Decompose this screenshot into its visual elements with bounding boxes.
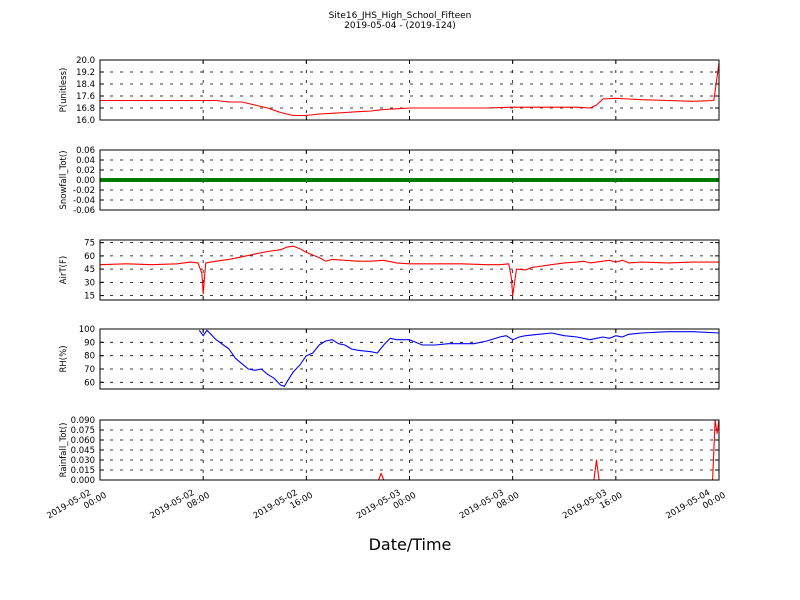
xtick-label: 2019-05-0216:00 — [252, 482, 315, 530]
panel-2-ytick-label: 30 — [84, 278, 95, 288]
xtick-label: 2019-05-0400:00 — [664, 482, 727, 530]
panel-4-ytick-label: 0.075 — [71, 426, 95, 436]
xtick-label: 2019-05-0308:00 — [458, 482, 521, 530]
panel-0-frame — [99, 59, 720, 121]
panel-3-ytick-label: 80 — [84, 352, 95, 362]
panel-1-ytick-label: 0.02 — [76, 166, 95, 176]
xtick-label: 2019-05-0200:00 — [45, 482, 108, 530]
panel-2-series-line — [99, 245, 719, 297]
panel-4-ytick-label: 0.060 — [71, 436, 95, 446]
panel-4-series-line — [100, 419, 720, 481]
panel-1-ytick-label: -0.06 — [73, 206, 95, 216]
panel-0-ytick-label: 17.6 — [76, 92, 95, 102]
panel-3-series-line — [198, 329, 720, 387]
panel-4-frame — [99, 419, 720, 481]
panel-2-ylabel: AirT(F) — [59, 256, 69, 284]
panel-3-ytick-label: 60 — [84, 378, 95, 388]
panel-4-ytick-label: 0.045 — [71, 446, 95, 456]
panel-3-ylabel: RH(%) — [59, 345, 69, 372]
xtick-label: 2019-05-0316:00 — [561, 482, 624, 530]
xtick-label: 2019-05-0300:00 — [355, 482, 418, 530]
panel-2-ytick-label: 15 — [84, 292, 95, 302]
panel-4-ytick-label: 0.090 — [71, 416, 95, 426]
panel-0-ytick-label: 18.4 — [76, 80, 95, 90]
panel-1-ytick-label: 0.06 — [76, 146, 95, 156]
xtick-label: 2019-05-0208:00 — [148, 482, 211, 530]
chart-subtitle: 2019-05-04 - (2019-124) — [344, 21, 456, 31]
panel-2-ytick-label: 75 — [84, 239, 95, 249]
panel-0-ytick-label: 19.2 — [76, 68, 95, 78]
panel-0-ytick-label: 16.0 — [76, 116, 95, 126]
panel-3-ytick-label: 100 — [79, 325, 95, 335]
panel-1-ytick-label: 0.04 — [76, 156, 95, 166]
panel-3-frame — [99, 328, 720, 390]
panel-0-ytick-label: 16.8 — [76, 104, 95, 114]
panel-2-frame — [99, 239, 720, 301]
panel-1-ylabel: Snowfall_Tot() — [59, 150, 69, 209]
panel-1-ytick-label: -0.02 — [73, 186, 95, 196]
panel-2-ytick-label: 60 — [84, 252, 95, 262]
panel-4-ylabel: Rainfall_Tot() — [59, 423, 69, 478]
panel-1-frame — [99, 149, 720, 211]
panel-1-ytick-label: -0.04 — [73, 196, 95, 206]
panel-4-ytick-label: 0.000 — [71, 476, 95, 486]
panel-4-ytick-label: 0.030 — [71, 456, 95, 466]
panel-0-series-line — [100, 62, 720, 117]
panel-0-ytick-label: 20.0 — [76, 56, 95, 66]
x-axis-label: Date/Time — [369, 535, 452, 554]
panel-0-ylabel: P(unitless) — [59, 68, 69, 113]
panel-1-ytick-label: 0.00 — [76, 176, 95, 186]
panel-3-ytick-label: 70 — [84, 365, 95, 375]
panel-2-ytick-label: 45 — [84, 265, 95, 275]
panel-3-ytick-label: 90 — [84, 338, 95, 348]
chart-title: Site16_JHS_High_School_Fifteen — [328, 11, 472, 21]
panel-4-ytick-label: 0.015 — [71, 466, 95, 476]
